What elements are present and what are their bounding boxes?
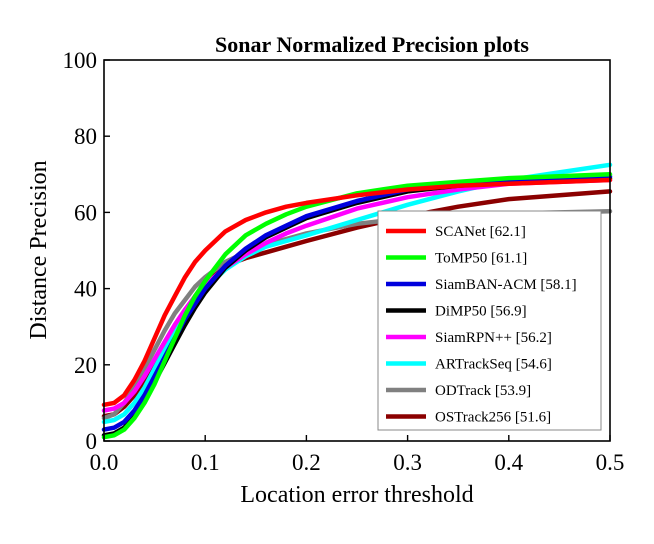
y-tick-label: 60 — [74, 200, 97, 225]
legend-label-1: ToMP50 [61.1] — [435, 251, 527, 267]
chart-title: Sonar Normalized Precision plots — [215, 32, 529, 57]
y-tick-label: 100 — [63, 48, 98, 73]
legend-label-6: ODTrack [53.9] — [435, 383, 531, 399]
x-tick-label: 0.3 — [393, 450, 422, 475]
legend-entries: SCANet [62.1] ToMP50 [61.1] SiamBAN-ACM [5… — [386, 224, 577, 426]
y-axis-label: Distance Precision — [26, 160, 52, 339]
x-axis-ticks: 0.0 0.1 0.2 0.3 0.4 0.5 — [90, 435, 625, 475]
x-tick-label: 0.1 — [191, 450, 220, 475]
x-tick-label: 0.5 — [596, 450, 625, 475]
plot-area-frame — [103, 59, 611, 442]
y-tick-label: 20 — [74, 353, 97, 378]
legend-label-0: SCANet [62.1] — [435, 224, 526, 240]
series-line-1 — [101, 172, 613, 440]
legend-label-3: DiMP50 [56.9] — [435, 304, 527, 320]
legend-label-2: SiamBAN-ACM [58.1] — [435, 277, 577, 293]
x-tick-label: 0.0 — [90, 450, 119, 475]
legend-label-5: ARTrackSeq [54.6] — [435, 357, 552, 373]
y-tick-label: 80 — [74, 124, 97, 149]
x-tick-label: 0.2 — [292, 450, 321, 475]
y-tick-label: 0 — [86, 429, 98, 454]
y-axis-ticks: 0 20 40 60 80 100 — [63, 48, 110, 454]
x-tick-label: 0.4 — [494, 450, 523, 475]
series-lines — [101, 162, 613, 440]
legend-box — [377, 210, 602, 431]
legend-label-4: SiamRPN++ [56.2] — [435, 330, 552, 346]
x-axis-label: Location error threshold — [240, 482, 473, 508]
legend: SCANet [62.1] ToMP50 [61.1] SiamBAN-ACM [5… — [377, 210, 602, 431]
series-line-0 — [101, 177, 613, 408]
legend-label-7: OSTrack256 [51.6] — [435, 410, 551, 426]
y-tick-label: 40 — [74, 277, 97, 302]
